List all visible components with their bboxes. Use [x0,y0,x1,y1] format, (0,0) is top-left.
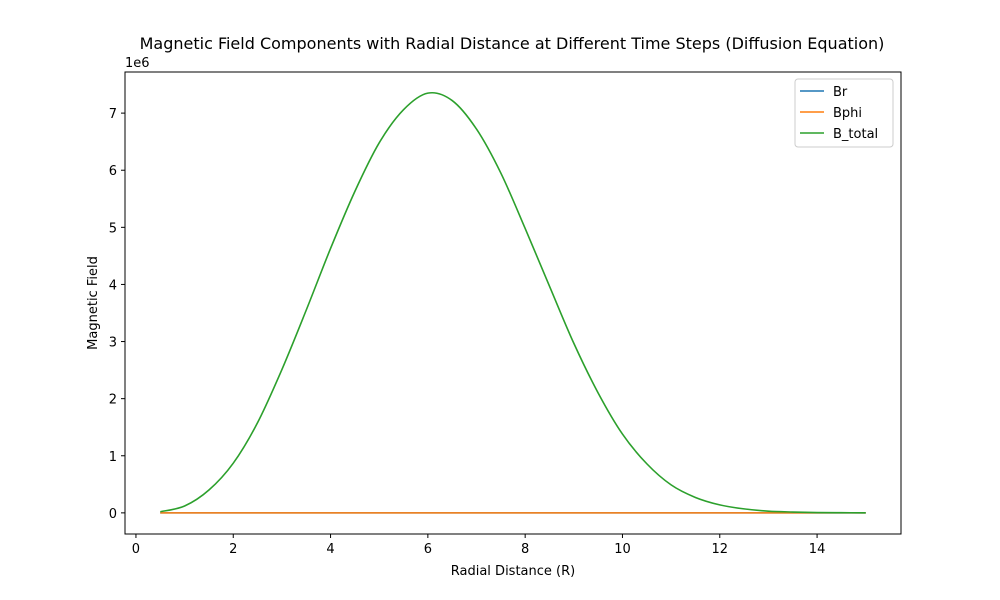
y-axis-ticks: 0 1 2 3 4 5 6 7 [109,107,125,522]
legend: Br Bphi B_total [794,78,894,148]
y-axis-label: Magnetic Field [86,256,101,350]
x-tick-label: 10 [614,542,631,557]
x-axis-label: Radial Distance (R) [451,564,575,579]
chart-title: Magnetic Field Components with Radial Di… [140,34,885,53]
x-tick-label: 14 [809,542,826,557]
y-tick-label: 7 [109,107,117,122]
x-tick-label: 4 [326,542,334,557]
series-line-b-total [160,91,866,514]
plot-frame [124,71,902,535]
x-tick-label: 0 [132,542,140,557]
y-tick-label: 3 [109,336,117,351]
x-tick-label: 6 [424,542,432,557]
x-axis-ticks: 0 2 4 6 8 10 12 14 [132,534,826,557]
y-tick-label: 4 [109,278,117,293]
x-tick-label: 12 [711,542,728,557]
x-tick-label: 2 [229,542,237,557]
legend-label: Bphi [833,106,862,121]
y-tick-label: 6 [109,164,117,179]
y-tick-label: 5 [109,221,117,236]
legend-label: B_total [833,127,878,142]
y-tick-label: 0 [109,507,117,522]
x-tick-label: 8 [521,542,529,557]
y-tick-label: 2 [109,393,117,408]
legend-box [794,78,894,148]
legend-label: Br [833,85,848,100]
y-tick-label: 1 [109,450,117,465]
y-offset-label: 1e6 [125,56,150,71]
plot-lines [160,91,866,514]
